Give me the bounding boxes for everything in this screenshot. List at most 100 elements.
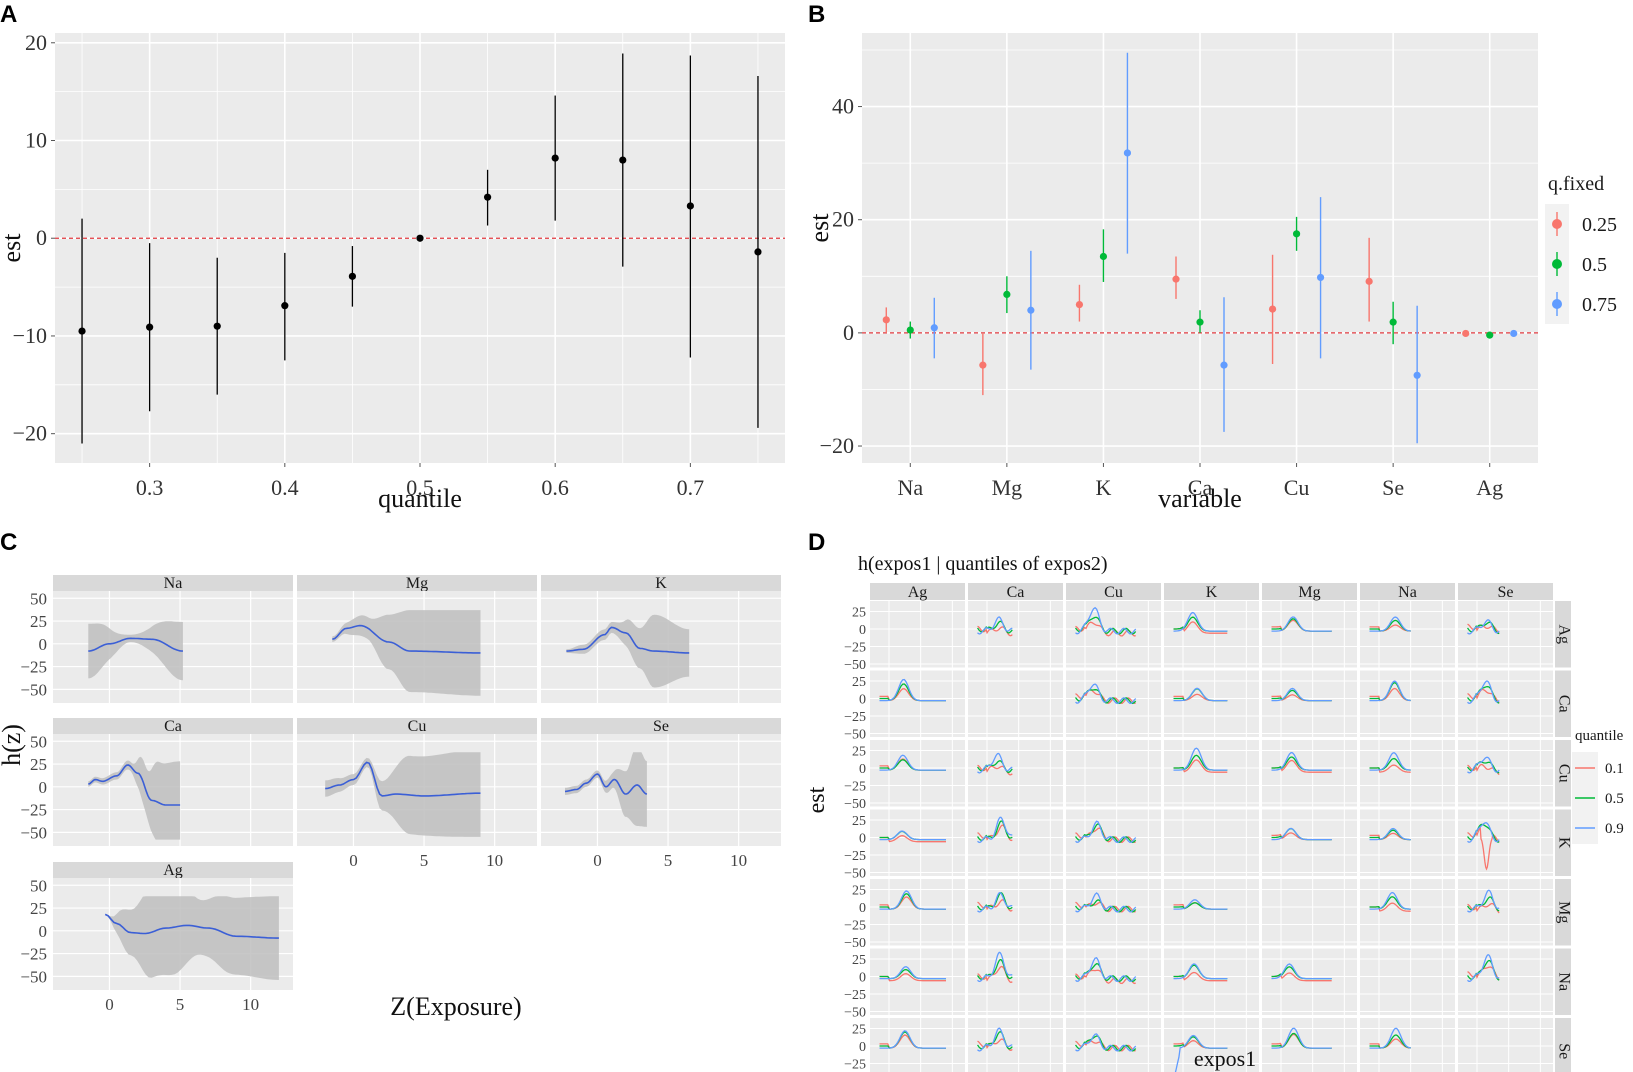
panel-d-y-tick-label: −50 xyxy=(844,797,866,812)
panel-a-y-tick-label: 20 xyxy=(25,30,47,55)
panel-d-col-strip-label: Ca xyxy=(1007,584,1025,601)
panel-d-facet-background xyxy=(870,670,965,737)
panel-d-facet-background xyxy=(1360,601,1455,668)
panel-d-response-line xyxy=(1369,680,1411,702)
panel-c-y-tick-label: 50 xyxy=(30,732,47,751)
panel-d-response-line xyxy=(1075,1033,1137,1052)
panel-d-facet-background xyxy=(870,879,965,946)
panel-d-response-line xyxy=(1369,1027,1411,1049)
panel-d-y-tick-label: 25 xyxy=(852,745,866,760)
panel-b-point xyxy=(1220,361,1228,369)
panel-d-y-tick-label: 0 xyxy=(859,762,866,777)
panel-c-strip xyxy=(53,575,293,591)
panel-d-facet-background xyxy=(1262,740,1357,807)
panel-c-y-tick-label: 0 xyxy=(39,922,48,941)
panel-c-y-axis-title: h(z) xyxy=(0,724,26,766)
panel-c-y-tick-label: −25 xyxy=(20,945,47,964)
panel-c-y-tick-label: 0 xyxy=(39,635,48,654)
panel-b-point xyxy=(1196,318,1204,326)
panel-d-col-strip xyxy=(968,583,1063,600)
panel-d-response-line xyxy=(879,966,946,980)
panel-d-facet-background xyxy=(1458,601,1553,668)
panel-c-x-axis-title: Z(Exposure) xyxy=(390,992,521,1021)
panel-d-facet-background xyxy=(968,879,1063,946)
panel-c-y-tick-label: 0 xyxy=(39,778,48,797)
panel-b-x-tick-label: K xyxy=(1095,475,1111,500)
panel-d-row-strip xyxy=(1555,948,1571,1015)
panel-d-y-tick-label: −25 xyxy=(844,988,866,1003)
panel-d-response-line xyxy=(1271,963,1332,980)
panel-d-response-line xyxy=(1369,687,1411,702)
panel-d-response-line xyxy=(1173,747,1228,771)
panel-d-facet-background xyxy=(968,809,1063,876)
panel-c-strip xyxy=(297,575,537,591)
panel-d-response-line xyxy=(1467,822,1500,843)
panel-d-y-tick-label: −50 xyxy=(844,867,866,882)
panel-d-col-strip-label: Cu xyxy=(1104,584,1123,601)
panel-d-response-line xyxy=(879,835,946,843)
panel-letter-c: C xyxy=(0,529,17,556)
panel-d-title: h(expos1 | quantiles of expos2) xyxy=(858,553,1108,575)
panel-d-y-tick-label: −50 xyxy=(844,658,866,673)
panel-d-facet-background xyxy=(968,601,1063,668)
panel-d-row-strip-label: Cu xyxy=(1555,764,1572,783)
panel-d-facet-background xyxy=(1458,670,1553,737)
panel-a-x-axis-title: quantile xyxy=(378,484,462,513)
panel-b-point xyxy=(1413,371,1421,379)
panel-d-y-axis-title: est xyxy=(804,786,830,813)
panel-c-credible-band xyxy=(332,610,481,696)
panel-b-point xyxy=(1099,252,1108,261)
panel-d-facet-background xyxy=(1164,948,1259,1015)
panel-b-legend-label: 0.75 xyxy=(1582,294,1617,316)
panel-letter-d: D xyxy=(808,529,825,556)
panel-d-facet-background xyxy=(1164,601,1259,668)
panel-d-facet-background xyxy=(1360,809,1455,876)
panel-d-legend-label: 0.1 xyxy=(1605,761,1624,777)
panel-d-facet-background xyxy=(1262,670,1357,737)
panel-d-response-line xyxy=(1075,820,1137,844)
panel-d-row-strip-label: K xyxy=(1555,837,1572,849)
panel-c-strip-label: Ca xyxy=(164,718,182,735)
panel-c-x-tick-label: 0 xyxy=(105,995,114,1014)
panel-b-x-tick-label: Mg xyxy=(992,475,1023,500)
panel-d-y-tick-label: 25 xyxy=(852,884,866,899)
panel-d-col-strip xyxy=(870,583,965,600)
panel-d-response-line xyxy=(1271,759,1332,773)
panel-b-variable-plot: −20 0 20 40 Na Mg K Ca Cu Se Ag variable est q.fixed 0… xyxy=(805,33,1617,513)
panel-d-row-strip xyxy=(1555,740,1571,807)
panel-c-estimate-line xyxy=(566,626,690,654)
panel-d-response-line xyxy=(1174,1034,1228,1072)
panel-a-point xyxy=(416,234,424,242)
panel-d-response-line xyxy=(1075,892,1137,913)
panel-b-y-tick-label: 40 xyxy=(832,94,854,119)
panel-d-facet-background xyxy=(1458,879,1553,946)
panel-d-col-strip-label: Se xyxy=(1498,584,1514,601)
panel-d-response-line xyxy=(1173,963,1228,980)
panel-d-facet-background xyxy=(870,601,965,668)
panel-b-y-axis-title: est xyxy=(805,213,834,243)
panel-c-strip-label: Se xyxy=(653,718,669,735)
panel-c-x-tick-label: 10 xyxy=(730,851,747,870)
panel-c-x-tick-label: 5 xyxy=(176,995,185,1014)
panel-c-x-tick-label: 5 xyxy=(664,851,673,870)
panel-c-y-tick-label: −50 xyxy=(20,967,47,986)
panel-d-response-line xyxy=(1369,1038,1411,1049)
panel-b-point xyxy=(1510,329,1518,338)
panel-a-point xyxy=(78,327,86,335)
panel-c-estimate-line xyxy=(332,624,481,654)
panel-a-quantile-plot: −20 −10 0 10 20 0.3 0.4 0.5 0.6 0.7 quantile est xyxy=(0,30,785,513)
panel-b-y-tick-label: 20 xyxy=(832,207,854,232)
panel-d-response-line xyxy=(977,1027,1013,1052)
panel-a-x-tick-label: 0.4 xyxy=(271,475,299,500)
panel-b-x-tick-label: Ca xyxy=(1188,475,1213,500)
panel-c-strip xyxy=(297,718,537,734)
panel-d-col-strip xyxy=(1360,583,1455,600)
panel-d-row-strip xyxy=(1555,601,1571,668)
panel-c-y-tick-label: 50 xyxy=(30,589,47,608)
panel-d-response-line xyxy=(1271,827,1332,841)
panel-c-credible-band xyxy=(88,621,183,681)
panel-b-point xyxy=(1316,273,1325,282)
panel-c-y-tick-label: 25 xyxy=(30,755,47,774)
panel-d-row-strip xyxy=(1555,879,1571,946)
